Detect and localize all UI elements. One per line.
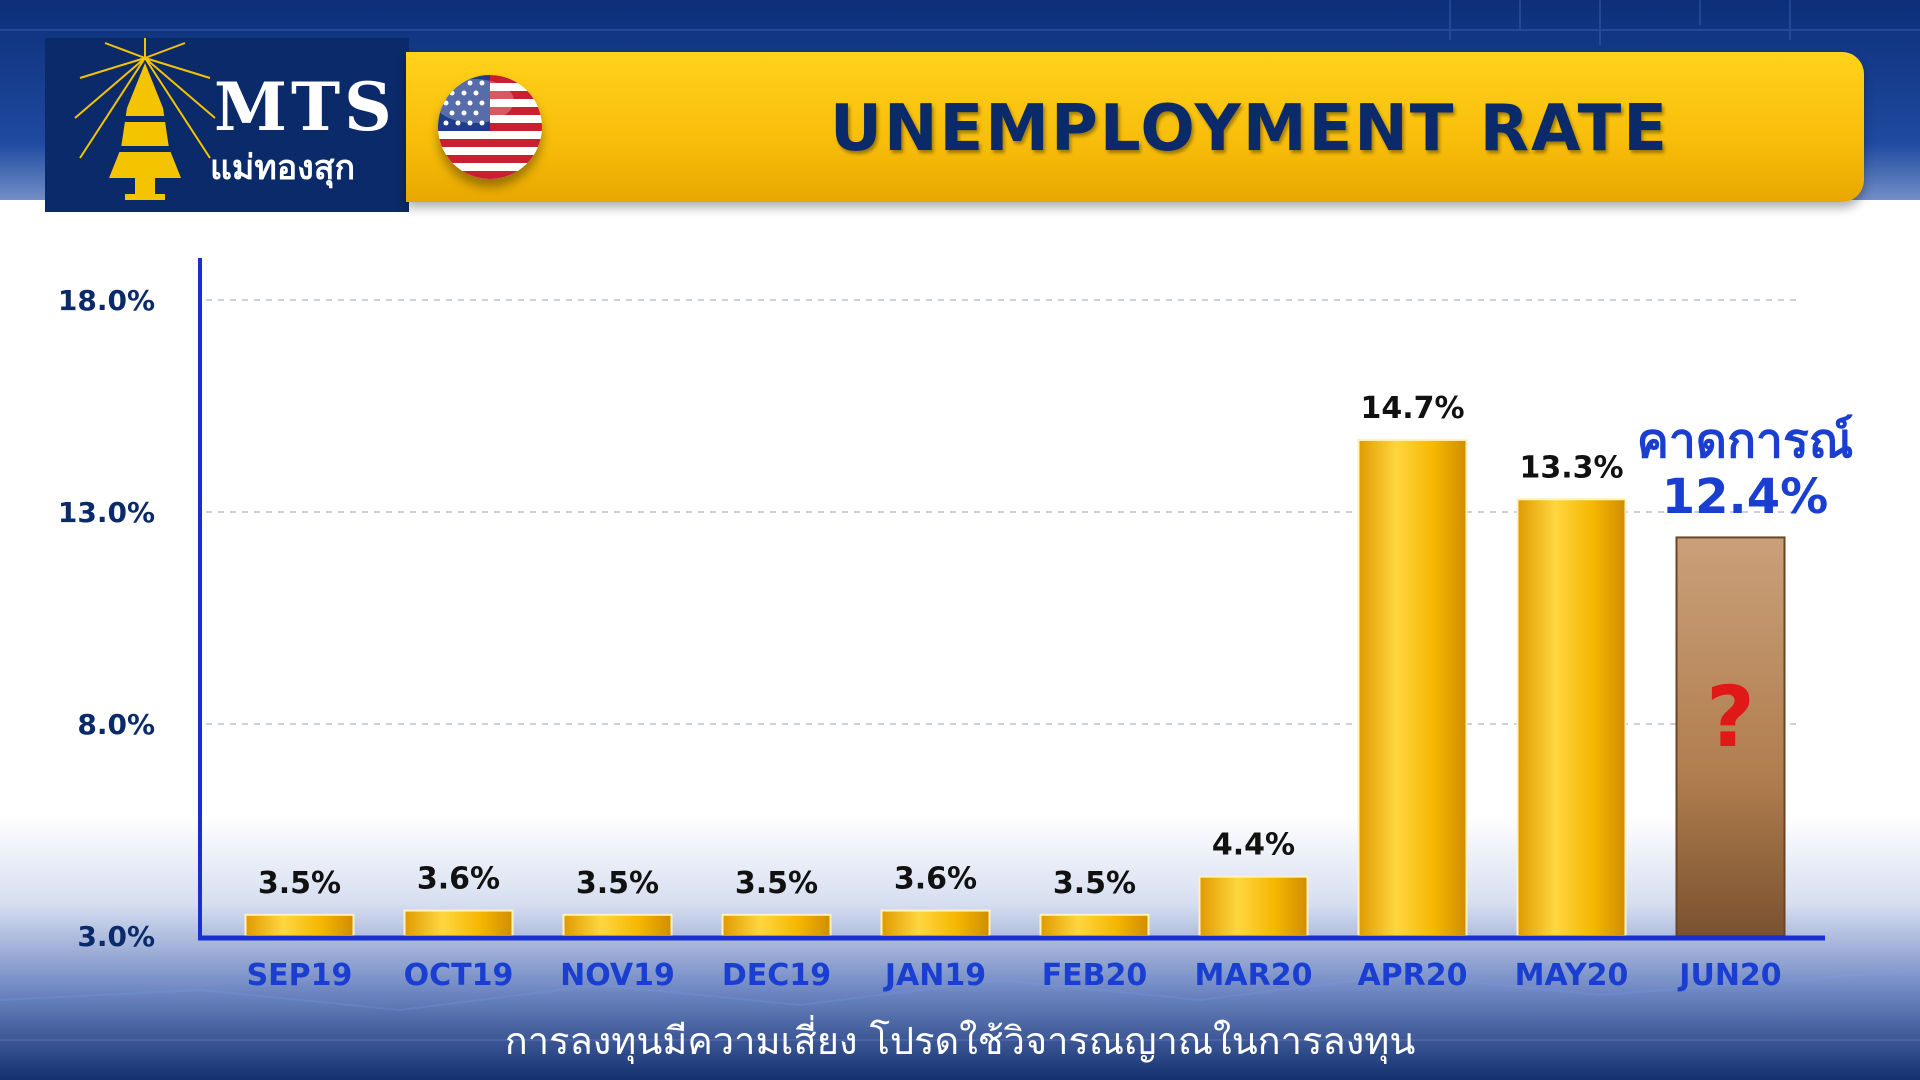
sun-temple-logo-icon — [74, 38, 216, 200]
x-tick-label: APR20 — [1357, 958, 1467, 993]
us-flag-icon — [438, 75, 542, 179]
risk-disclaimer: การลงทุนมีความเสี่ยง โปรดใช้วิจารณญาณในก… — [504, 1019, 1416, 1063]
x-tick-label: NOV19 — [560, 958, 675, 993]
brand-thai-name: แม่ทองสุก — [210, 148, 356, 188]
x-tick-label: SEP19 — [247, 958, 353, 993]
y-tick-label: 18.0% — [58, 284, 155, 317]
bar-value-label: 13.3% — [1519, 450, 1623, 485]
bar — [721, 913, 832, 937]
unemployment-bar-chart: 3.0% 8.0% 13.0% 18.0% 3.5% SEP19 3.6% OCT19 3.5%… — [58, 258, 1825, 993]
bar-value-label: 14.7% — [1360, 391, 1464, 426]
bar — [562, 913, 673, 937]
x-tick-label: OCT19 — [404, 958, 514, 993]
bar-value-label: 3.5% — [576, 866, 659, 901]
bar — [1516, 498, 1627, 937]
forecast-value-text: 12.4% — [1661, 469, 1829, 525]
bar-value-label: 3.5% — [258, 866, 341, 901]
x-tick-label: JUN20 — [1677, 958, 1781, 993]
bar — [403, 909, 514, 937]
forecast-bar — [1675, 536, 1786, 937]
x-tick-label: JAN19 — [883, 958, 986, 993]
bar — [1198, 875, 1309, 938]
bar-value-label: 3.6% — [417, 862, 500, 897]
y-tick-label: 8.0% — [77, 708, 155, 741]
bar-value-label: 4.4% — [1212, 828, 1295, 863]
bar — [1357, 438, 1468, 937]
bar — [880, 909, 991, 937]
y-tick-label: 13.0% — [58, 496, 155, 529]
bar — [1039, 913, 1150, 937]
bar-value-label: 3.6% — [894, 862, 977, 897]
forecast-label-text: คาดการณ์ — [1636, 413, 1854, 469]
y-tick-label: 3.0% — [77, 920, 155, 953]
x-tick-label: FEB20 — [1042, 958, 1148, 993]
bar-value-label: 3.5% — [1053, 866, 1136, 901]
brand-logo-box — [45, 38, 409, 212]
brand-name: MTS — [214, 68, 396, 146]
bar-value-label: 3.5% — [735, 866, 818, 901]
x-tick-label: MAR20 — [1195, 958, 1313, 993]
bar — [244, 913, 355, 937]
unknown-question-mark: ? — [1706, 668, 1755, 766]
forecast-annotation: คาดการณ์ 12.4% — [1630, 413, 1860, 525]
x-tick-label: DEC19 — [722, 958, 831, 993]
x-tick-label: MAY20 — [1515, 958, 1629, 993]
title-banner — [406, 52, 1864, 202]
